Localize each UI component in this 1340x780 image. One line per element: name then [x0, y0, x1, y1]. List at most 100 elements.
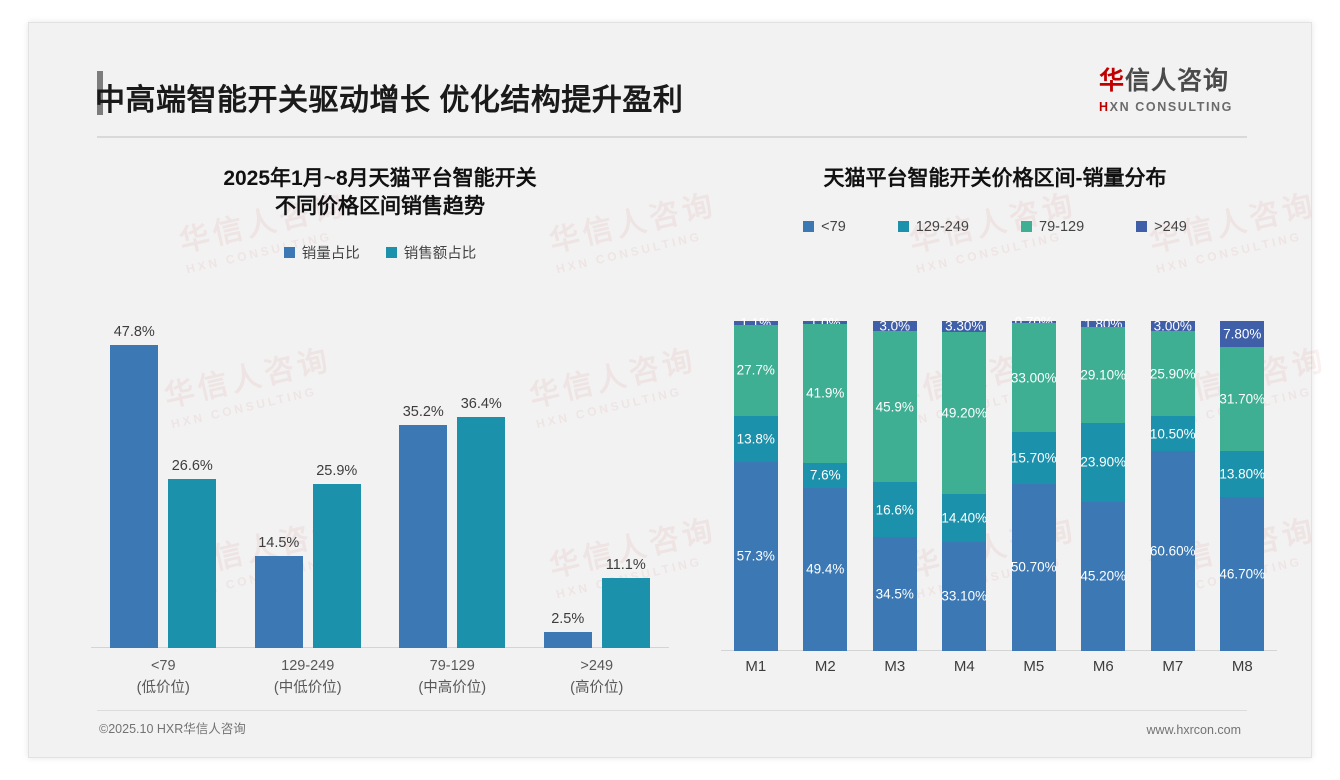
slide-header: 中高端智能开关驱动增长 优化结构提升盈利 华信人咨询 HXN CONSULTIN…	[29, 23, 1311, 138]
left-chart-x-axis-labels: <79 (低价位) 129-249 (中低价位) 79-129 (中高价位) >249 (高价…	[91, 655, 669, 715]
left-chart-bar-group: 14.5% 25.9%	[236, 318, 381, 648]
left-chart-title-line1: 2025年1月~8月天猫平台智能开关	[223, 167, 537, 190]
stack-segment-<79: 50.70%	[1010, 483, 1057, 651]
bar-rect	[399, 424, 448, 648]
stack-segment-79-129: 29.10%	[1080, 326, 1127, 423]
stack-segment-79-129: 45.9%	[872, 330, 917, 483]
right-chart-legend-item-2[interactable]: 129-249	[897, 218, 969, 235]
stack-segment-79-129: 41.9%	[803, 324, 848, 463]
stack-segment-value-label: 14.40%	[941, 510, 988, 526]
right-chart-stacked-bar-M7[interactable]: 3.00% 25.90% 10.50% 60.60%	[1149, 318, 1196, 651]
bar-rect	[110, 344, 159, 648]
left-chart-axis	[91, 647, 669, 648]
stack-segment-value-label: 33.10%	[941, 588, 988, 604]
stack-segment->249: 3.0%	[872, 318, 917, 333]
bar-value-label: 36.4%	[460, 396, 502, 412]
left-chart-legend: 销量占比 销售额占比	[65, 242, 695, 263]
footer-website: www.hxrcon.com	[1146, 723, 1241, 737]
right-chart-stacked-bar-M2[interactable]: 1.0% 41.9% 7.6% 49.4%	[803, 315, 848, 651]
header-divider	[97, 136, 1247, 138]
x-label-range: <79	[150, 658, 176, 674]
stack-segment-<79: 34.5%	[872, 537, 917, 651]
right-chart-stacked-bar-M8[interactable]: 7.80% 31.70% 13.80% 46.70%	[1219, 321, 1266, 651]
logo-chinese-rest: 信人咨询	[1125, 67, 1230, 95]
stack-segment-129-249: 13.8%	[733, 416, 778, 462]
stack-segment-value-label: 3.30%	[945, 318, 984, 334]
stack-segment-value-label: 60.60%	[1149, 543, 1196, 559]
legend-swatch-icon	[1136, 221, 1148, 233]
left-chart-x-label: >249 (高价位)	[570, 655, 623, 700]
stack-segment-value-label: 49.4%	[806, 561, 845, 577]
stack-segment-value-label: 57.3%	[736, 548, 775, 564]
right-chart-legend-item-3[interactable]: 79-129	[1021, 219, 1084, 235]
left-chart-legend-item-2[interactable]: 销售额占比	[385, 242, 476, 263]
right-chart-axis	[721, 650, 1277, 651]
left-chart-bar-group: 35.2% 36.4%	[380, 318, 525, 648]
legend-swatch-icon	[897, 221, 909, 233]
right-chart-stacked-bar-M3[interactable]: 3.0% 45.9% 16.6% 34.5%	[872, 318, 917, 651]
right-chart-legend-item-1[interactable]: <79	[803, 219, 846, 235]
left-chart-bar-销量占比-<79[interactable]: 47.8%	[110, 324, 159, 648]
left-chart-legend-item-1[interactable]: 销量占比	[283, 242, 360, 263]
stack-segment-<79: 57.3%	[733, 461, 778, 651]
stack-segment-129-249: 14.40%	[941, 494, 988, 542]
stack-segment-79-129: 27.7%	[733, 324, 778, 417]
stack-segment-129-249: 23.90%	[1080, 422, 1126, 502]
stack-segment-value-label: 25.90%	[1149, 366, 1196, 382]
right-chart-x-label: M6	[1092, 658, 1114, 675]
right-chart-stacked-bar-M4[interactable]: 3.30% 49.20% 14.40% 33.10%	[941, 318, 988, 651]
stack-segment-value-label: 50.70%	[1010, 559, 1057, 575]
right-chart-stacked-bar-M5[interactable]: 0.70% 33.00% 15.70% 50.70%	[1010, 315, 1057, 651]
page-title: 中高端智能开关驱动增长 优化结构提升盈利	[95, 84, 684, 117]
stack-segment-129-249: 7.6%	[803, 462, 848, 488]
stack-segment-79-129: 33.00%	[1011, 323, 1057, 433]
right-chart-panel: 天猫平台智能开关价格区间-销量分布 <79 129-249 79-129 >249 1…	[695, 143, 1295, 713]
logo-english-text: HXN CONSULTING	[1099, 100, 1269, 114]
company-logo: 华信人咨询 HXN CONSULTING	[1099, 61, 1269, 114]
stack-segment-<79: 49.4%	[803, 487, 848, 651]
logo-char-hua: 华	[1099, 67, 1126, 95]
bar-value-label: 35.2%	[402, 403, 444, 420]
bar-value-label: 11.1%	[605, 556, 646, 573]
left-chart-panel: 2025年1月~8月天猫平台智能开关 不同价格区间销售趋势 销量占比 销售额占比 …	[65, 143, 695, 713]
legend-label: <79	[821, 218, 846, 235]
right-chart-x-axis-labels: M1 M2 M3 M4 M5 M6 M7 M8	[721, 658, 1277, 688]
logo-char-h: H	[1099, 100, 1110, 114]
left-chart-bar-销售额占比-79-129[interactable]: 36.4%	[457, 396, 506, 648]
left-chart-bar-销量占比-129-249[interactable]: 14.5%	[254, 535, 303, 648]
left-chart-x-label: 79-129 (中高价位)	[418, 655, 486, 700]
x-label-tier: (高价位)	[570, 680, 624, 697]
legend-swatch-icon	[1021, 221, 1032, 233]
footer-copyright: ©2025.10 HXR华信人咨询	[99, 722, 246, 736]
stack-segment-value-label: 3.00%	[1153, 318, 1192, 334]
legend-label: 129-249	[915, 218, 969, 235]
left-chart-bar-销售额占比->249[interactable]: 11.1%	[601, 557, 650, 648]
stack-segment-value-label: 16.6%	[875, 502, 914, 518]
legend-label: >249	[1154, 218, 1187, 235]
right-chart-legend-item-4[interactable]: >249	[1136, 219, 1187, 235]
left-chart-x-label: <79 (低价位)	[137, 655, 190, 700]
slide-canvas: 中高端智能开关驱动增长 优化结构提升盈利 华信人咨询 HXN CONSULTIN…	[28, 22, 1330, 758]
stack-segment-value-label: 49.20%	[941, 405, 988, 421]
left-chart-title: 2025年1月~8月天猫平台智能开关 不同价格区间销售趋势	[65, 143, 695, 220]
stack-segment->249: 7.80%	[1220, 321, 1265, 347]
right-chart-stacked-bar-M6[interactable]: 1.80% 29.10% 23.90% 45.20%	[1080, 316, 1127, 651]
header-accent-bar	[97, 71, 103, 115]
bar-value-label: 2.5%	[551, 611, 585, 628]
stack-segment-value-label: 45.9%	[875, 399, 914, 415]
bar-rect	[543, 632, 592, 648]
left-chart-bar-销售额占比-129-249[interactable]: 25.9%	[312, 463, 361, 648]
stack-segment-79-129: 25.90%	[1149, 330, 1196, 417]
bar-rect	[254, 555, 303, 648]
footer-divider	[97, 710, 1247, 711]
stack-segment-value-label: 29.10%	[1080, 367, 1127, 383]
left-chart-bar-销量占比->249[interactable]: 2.5%	[543, 611, 592, 648]
left-chart-bar-销售额占比-<79[interactable]: 26.6%	[168, 458, 217, 648]
left-chart-bar-销量占比-79-129[interactable]: 35.2%	[399, 404, 448, 648]
stack-segment-value-label: 46.70%	[1219, 566, 1266, 582]
stack-segment-value-label: 27.7%	[736, 362, 775, 378]
legend-swatch-icon	[385, 247, 397, 259]
right-chart-stacked-bar-M1[interactable]: 1.1% 27.7% 13.8% 57.3%	[733, 315, 778, 651]
left-chart-bar-group: 2.5% 11.1%	[525, 318, 670, 648]
bar-rect	[601, 577, 650, 648]
